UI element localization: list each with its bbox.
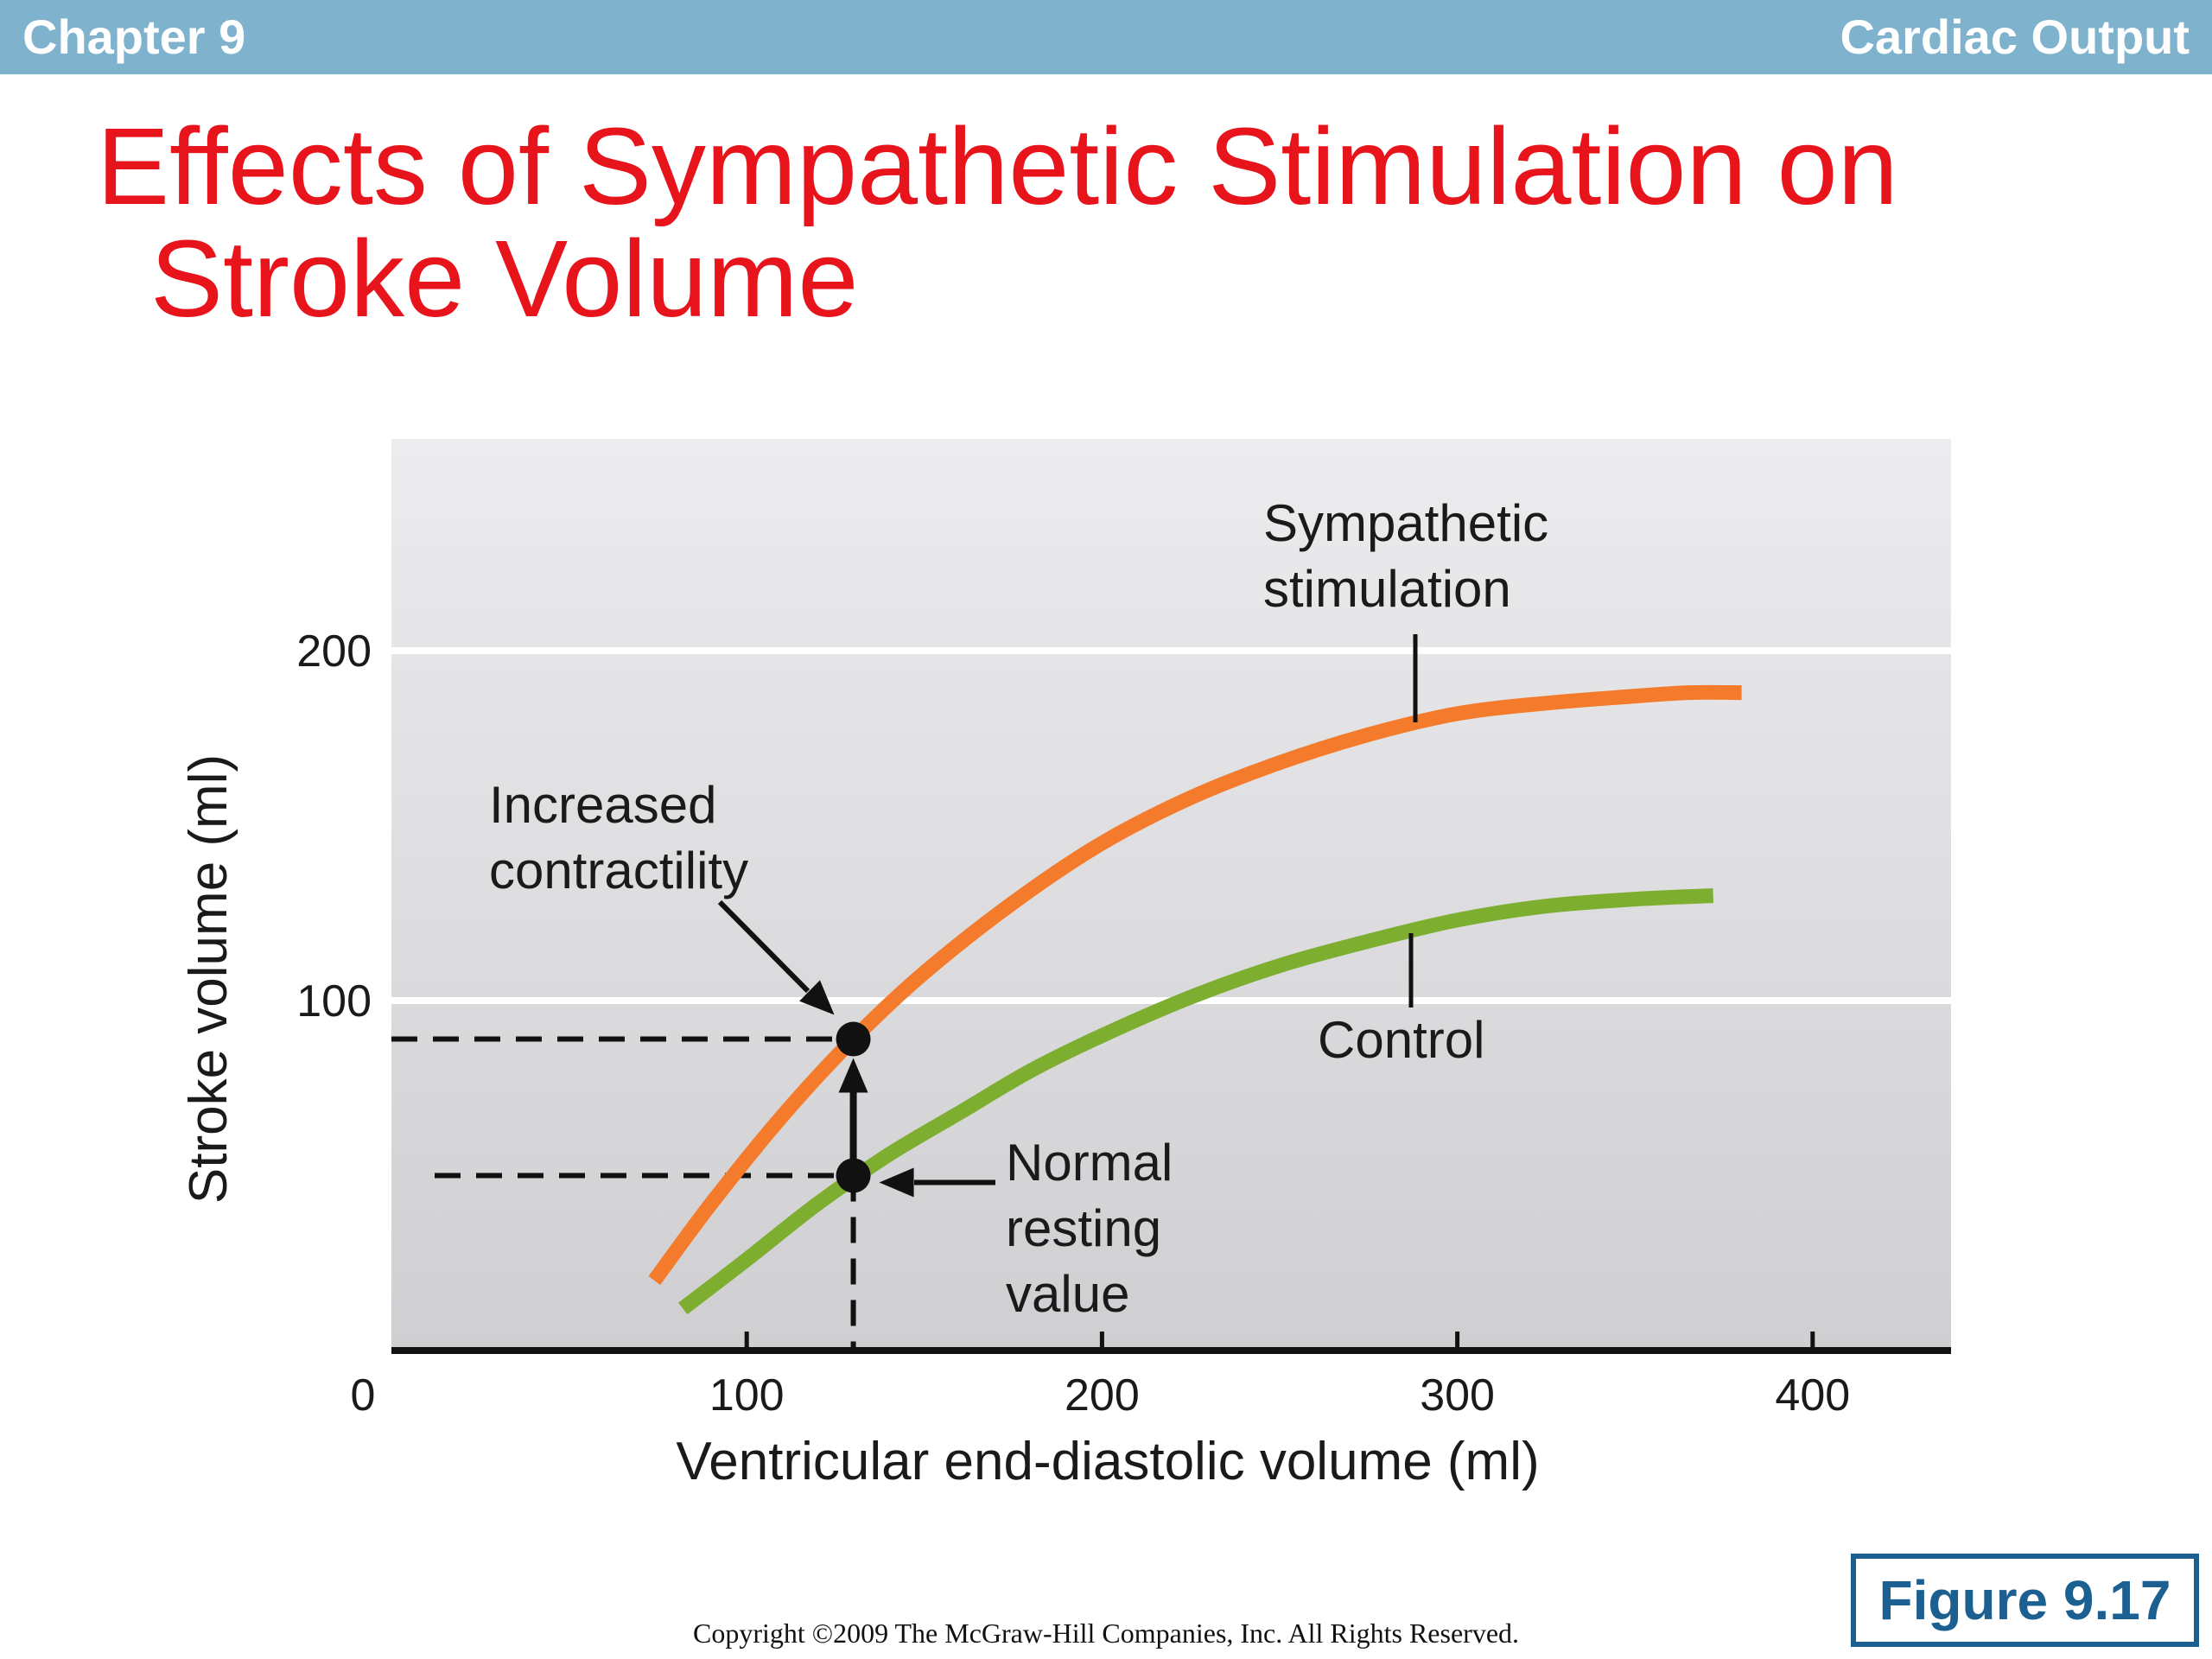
- point-normal-resting: [836, 1158, 871, 1193]
- increased-arrow-shaft: [717, 899, 810, 994]
- control-label: Control: [1318, 1011, 1484, 1069]
- increased-label-line1: Increased: [489, 776, 717, 834]
- series-group: [648, 684, 1742, 1315]
- y-tick-label-100: 100: [296, 976, 372, 1027]
- increased-arrow-head: [799, 980, 835, 1015]
- section-title: Cardiac Output: [1840, 10, 2190, 64]
- sympathetic-label-line2: stimulation: [1263, 560, 1511, 618]
- slide-title-line1: Effects of Sympathetic Stimulation on: [97, 105, 1898, 227]
- point-increased-contractility: [836, 1021, 871, 1057]
- slide-title: Effects of Sympathetic Stimulation on St…: [97, 111, 2084, 335]
- axes: [391, 1332, 1951, 1354]
- normal-label-line3: value: [1006, 1265, 1129, 1323]
- sympathetic-label-line1: Sympathetic: [1263, 494, 1548, 552]
- guide-lines: [391, 1036, 856, 1351]
- x-tick-label-300: 300: [1420, 1370, 1495, 1421]
- series-control-line: [678, 888, 1714, 1315]
- tick-labels: 100 200 100 200 300 400: [296, 626, 1850, 1421]
- normal-arrow-head: [879, 1167, 914, 1198]
- y-axis-label: Stroke volume (ml): [179, 754, 238, 1204]
- copyright-notice: Copyright ©2009 The McGraw-Hill Companie…: [692, 1618, 1520, 1649]
- x-tick-label-100: 100: [709, 1370, 785, 1421]
- normal-label-line2: resting: [1006, 1199, 1161, 1257]
- data-points: [836, 1021, 871, 1193]
- shift-arrow-head: [838, 1058, 868, 1093]
- chapter-label: Chapter 9: [22, 10, 246, 64]
- x-tick-label-200: 200: [1065, 1370, 1140, 1421]
- figure-badge: Figure 9.17: [1851, 1554, 2199, 1647]
- x-tick-label-400: 400: [1775, 1370, 1850, 1421]
- slide-title-line2: Stroke Volume: [150, 218, 859, 340]
- normal-label-line1: Normal: [1006, 1134, 1173, 1192]
- origin-tick-label: 0: [351, 1370, 376, 1421]
- header-bar: Chapter 9 Cardiac Output: [0, 0, 2212, 74]
- y-tick-label-200: 200: [296, 626, 372, 677]
- x-axis-label: Ventricular end-diastolic volume (ml): [676, 1432, 1539, 1491]
- increased-label-line2: contractility: [489, 842, 748, 899]
- series-sympathetic-line: [648, 684, 1742, 1286]
- annotation-pointers: [717, 634, 1418, 1198]
